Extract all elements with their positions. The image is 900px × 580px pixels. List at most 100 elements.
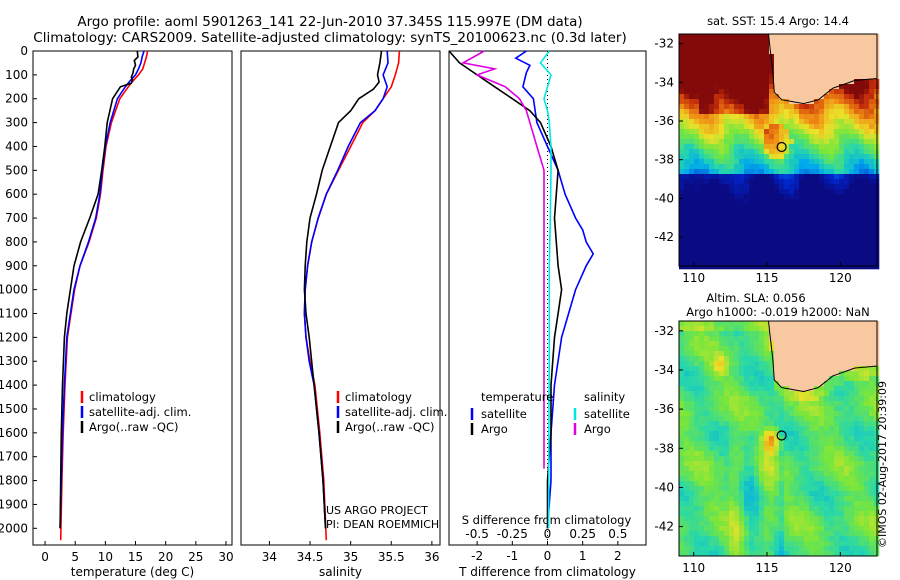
map-cell: [779, 144, 785, 150]
map-cell: [824, 511, 830, 517]
map-cell: [734, 199, 740, 205]
map-cell: [799, 264, 805, 270]
map-cell: [819, 109, 825, 115]
map-cell: [834, 506, 840, 512]
map-cell: [704, 406, 710, 412]
map-cell: [824, 239, 830, 245]
map-cell: [829, 39, 835, 45]
map-cell: [759, 39, 765, 45]
map-cell: [844, 361, 850, 367]
map-cell: [679, 114, 685, 120]
map-cell: [869, 59, 875, 65]
map-cell: [804, 391, 810, 397]
map-cell: [724, 501, 730, 507]
map-cell: [784, 119, 790, 125]
map-cell: [759, 356, 765, 362]
map-cell: [694, 331, 700, 337]
map-cell: [729, 511, 735, 517]
map-cell: [804, 476, 810, 482]
map-cell: [849, 401, 855, 407]
map-cell: [834, 381, 840, 387]
map-cell: [769, 119, 775, 125]
map-cell: [789, 159, 795, 165]
map-cell: [764, 94, 770, 100]
map-cell: [784, 54, 790, 60]
map-cell: [714, 224, 720, 230]
map-cell: [749, 139, 755, 145]
map-cell: [864, 134, 870, 140]
map-cell: [854, 74, 860, 80]
map-cell: [689, 199, 695, 205]
map-cell: [839, 481, 845, 487]
map-cell: [729, 396, 735, 402]
map-cell: [829, 249, 835, 255]
map-cell: [804, 214, 810, 220]
map-cell: [694, 521, 700, 527]
map-cell: [774, 426, 780, 432]
map-cell: [859, 194, 865, 200]
map-cell: [734, 371, 740, 377]
map-cell: [839, 396, 845, 402]
map-cell: [679, 501, 685, 507]
map-cell: [859, 516, 865, 522]
map-y-tick-label: -42: [654, 520, 674, 534]
map-cell: [704, 154, 710, 160]
map-cell: [749, 194, 755, 200]
map-cell: [759, 209, 765, 215]
map-cell: [824, 521, 830, 527]
map-cell: [814, 264, 820, 270]
map-cell: [699, 64, 705, 70]
map-cell: [734, 506, 740, 512]
map-cell: [689, 219, 695, 225]
map-cell: [779, 39, 785, 45]
map-cell: [694, 486, 700, 492]
map-cell: [754, 491, 760, 497]
map-cell: [764, 59, 770, 65]
map-cell: [784, 104, 790, 110]
map-cell: [834, 114, 840, 120]
map-cell: [849, 471, 855, 477]
map-cell: [699, 79, 705, 85]
map-cell: [829, 104, 835, 110]
map-cell: [734, 234, 740, 240]
map-cell: [774, 446, 780, 452]
map-cell: [844, 541, 850, 547]
map-cell: [719, 234, 725, 240]
map-cell: [704, 426, 710, 432]
map-cell: [854, 486, 860, 492]
map-cell: [754, 194, 760, 200]
map-cell: [749, 74, 755, 80]
map-cell: [799, 466, 805, 472]
map-cell: [729, 184, 735, 190]
map-cell: [849, 386, 855, 392]
map-cell: [764, 244, 770, 250]
map-cell: [869, 391, 875, 397]
map-cell: [694, 351, 700, 357]
map-cell: [794, 209, 800, 215]
map-cell: [844, 124, 850, 130]
map-cell: [839, 351, 845, 357]
map-cell: [819, 396, 825, 402]
map-cell: [829, 401, 835, 407]
map-cell: [779, 421, 785, 427]
map-cell: [864, 416, 870, 422]
map-cell: [819, 44, 825, 50]
map-cell: [834, 361, 840, 367]
map-cell: [839, 214, 845, 220]
map-cell: [684, 154, 690, 160]
map-cell: [824, 74, 830, 80]
map-cell: [714, 59, 720, 65]
map-cell: [849, 59, 855, 65]
map-cell: [859, 249, 865, 255]
map-cell: [709, 381, 715, 387]
map-cell: [679, 371, 685, 377]
map-cell: [839, 541, 845, 547]
map-cell: [764, 341, 770, 347]
map-cell: [784, 501, 790, 507]
map-cell: [834, 34, 840, 40]
map-cell: [724, 94, 730, 100]
map-cell: [829, 516, 835, 522]
map-cell: [809, 471, 815, 477]
map-cell: [694, 516, 700, 522]
map-cell: [749, 511, 755, 517]
